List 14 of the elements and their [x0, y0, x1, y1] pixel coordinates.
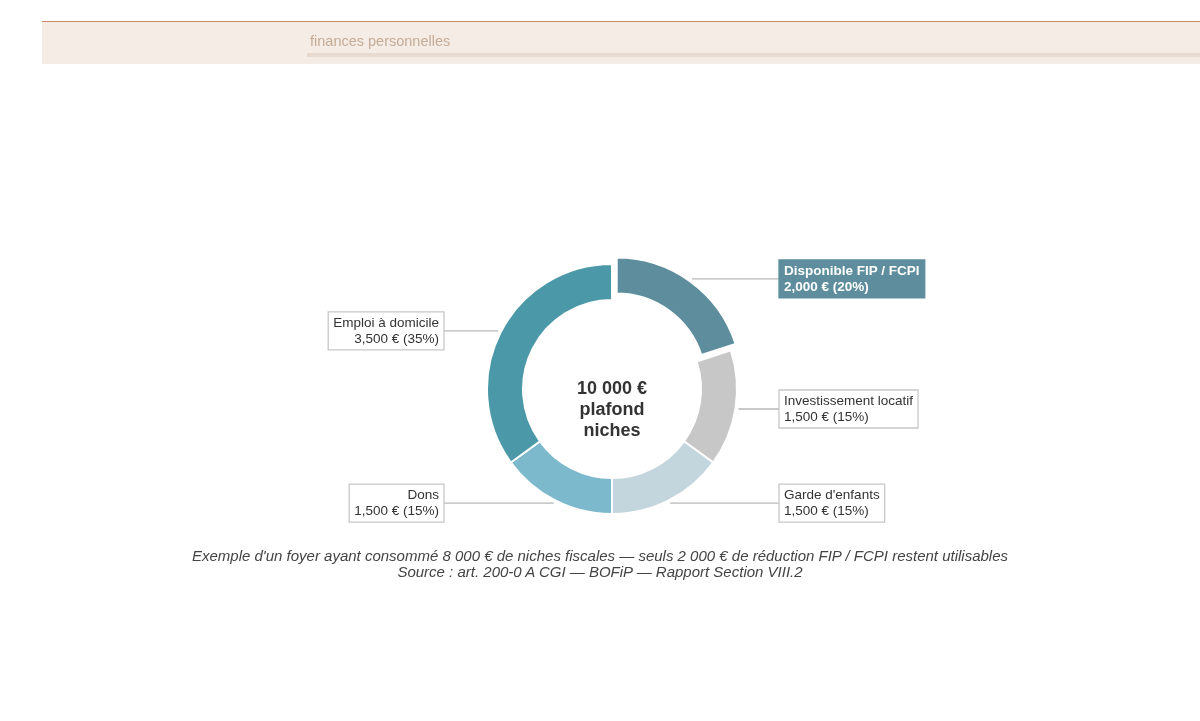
slice-label: Investissement locatif [784, 393, 914, 409]
slice-label: Emploi à domicile [333, 314, 439, 330]
data-label: 2,000 € (20%) [784, 278, 869, 294]
chart-subtitle: finances personnelles [310, 33, 451, 49]
data-label: 1,500 € (15%) [784, 503, 869, 519]
data-label: 3,500 € (35%) [354, 330, 439, 346]
text: 10 000 € plafond niches [576, 378, 648, 440]
data-label: 1,500 € (15%) [784, 409, 869, 425]
slice-label: Disponible FIP / FCPI [784, 262, 920, 278]
data-label: 1,500 € (15%) [354, 503, 439, 519]
text: Exemple d'un foyer ayant consommé 8 000 € de niches fiscales — seuls 2 000 € de réduction FIP / FCPI restent utilisables [191, 547, 1009, 564]
source-note: Source : art. 200-0 A CGI — BOFiP — Rapport Section VIII.2 [397, 563, 804, 580]
slice-label: Dons [407, 487, 440, 503]
slice-label: Garde d'enfants [784, 487, 880, 503]
